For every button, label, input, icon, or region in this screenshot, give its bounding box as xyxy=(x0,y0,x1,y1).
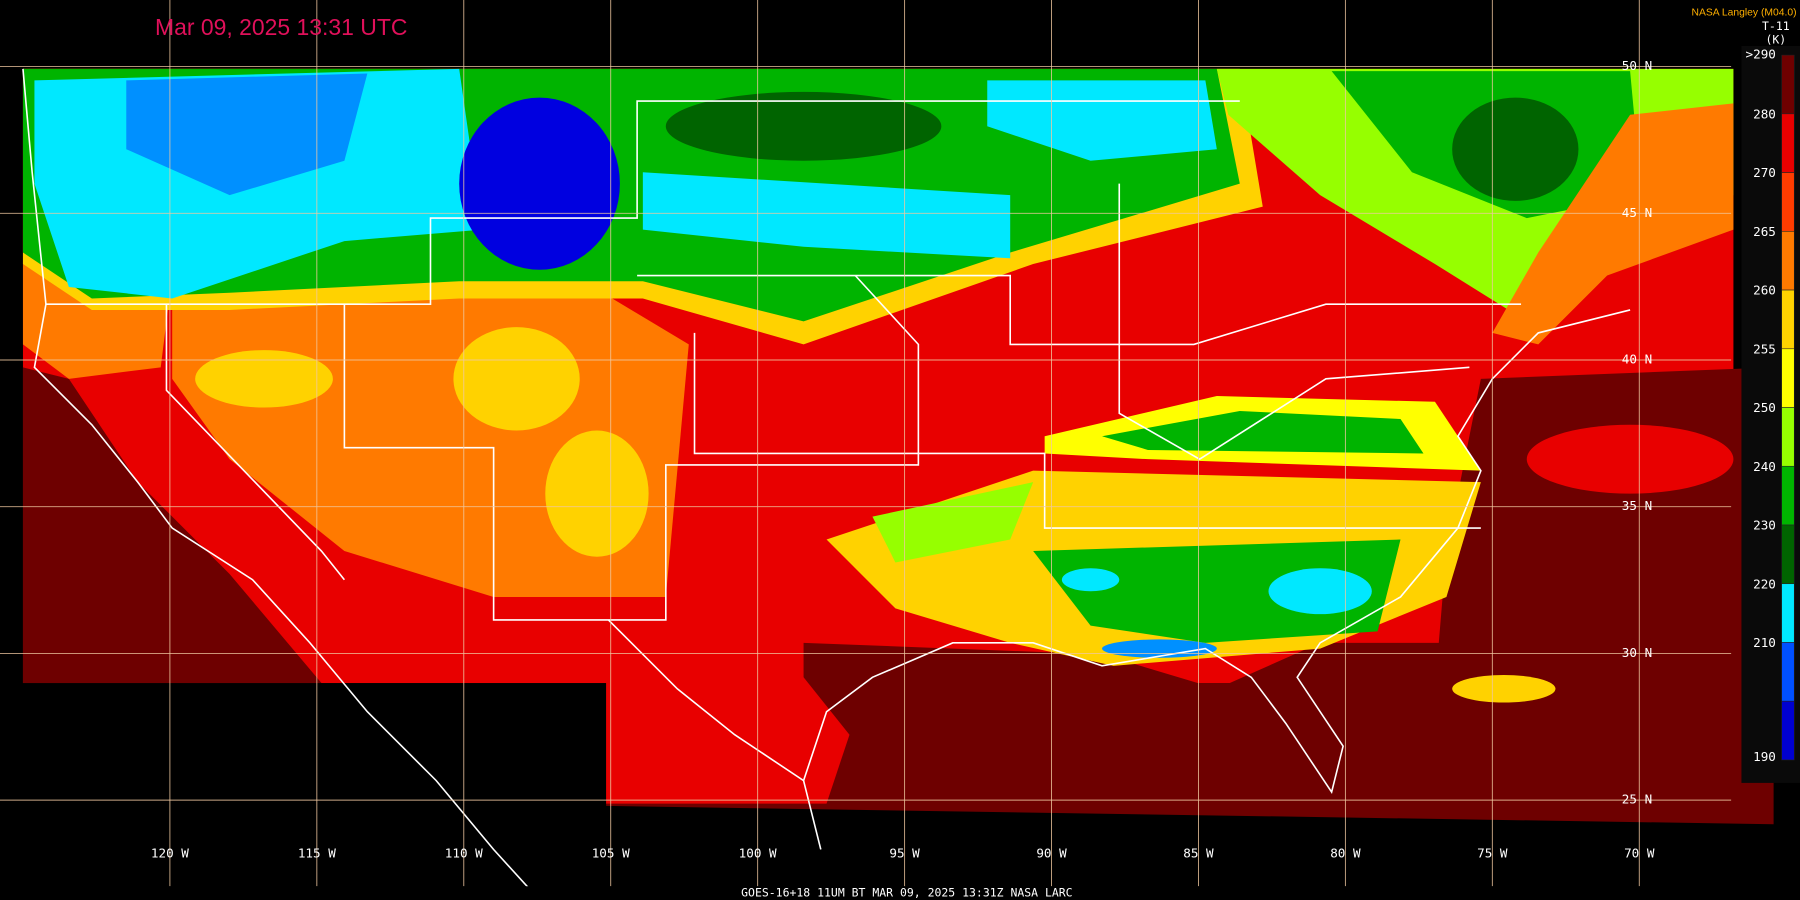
cloud-area xyxy=(545,430,649,557)
cloud-area xyxy=(1526,424,1734,494)
color-swatch xyxy=(1781,231,1795,291)
longitude-label: 100 W xyxy=(739,846,777,861)
state-line xyxy=(165,304,346,581)
cloud-area xyxy=(1061,568,1120,592)
cloud-area xyxy=(642,172,1011,259)
color-swatch xyxy=(1781,54,1795,115)
boundaries xyxy=(22,68,1631,900)
legend-label: 265 xyxy=(1753,224,1776,239)
warm-region xyxy=(803,642,1447,689)
color-swatch xyxy=(1781,642,1795,702)
color-swatch xyxy=(1781,407,1795,467)
coastline xyxy=(607,619,822,850)
cloud-area xyxy=(1102,410,1424,454)
color-swatch xyxy=(1781,113,1795,173)
latitude-label: 50 N xyxy=(1622,58,1652,73)
cloud-area xyxy=(872,482,1034,563)
state-line xyxy=(343,274,920,621)
longitude-label: 120 W xyxy=(151,846,189,861)
legend-label: 250 xyxy=(1753,400,1776,415)
longitude-label: 115 W xyxy=(298,846,336,861)
color-swatch xyxy=(1781,172,1795,232)
longitude-label: 110 W xyxy=(445,846,483,861)
cloud-area xyxy=(1033,539,1401,643)
cloud-area xyxy=(126,73,368,196)
longitude-label: 75 W xyxy=(1477,846,1508,861)
cloud-area xyxy=(1452,675,1556,703)
warm-region xyxy=(606,683,1774,825)
latitude-label: 25 N xyxy=(1622,792,1652,807)
state-line xyxy=(693,332,1481,529)
legend-label: 210 xyxy=(1753,635,1776,650)
graticule: 120 W 115 W 110 W 105 W 100 W 95 W 90 W 85 W 80 … xyxy=(0,0,1732,887)
state-line xyxy=(45,100,1240,306)
cloud-area xyxy=(1102,639,1217,658)
color-swatch xyxy=(1781,465,1795,526)
state-line xyxy=(637,274,1522,346)
legend-label: 270 xyxy=(1753,165,1776,180)
footer-band xyxy=(0,886,1800,900)
longitude-label: 90 W xyxy=(1036,846,1067,861)
longitude-label: 80 W xyxy=(1330,846,1361,861)
legend-label: 190 xyxy=(1753,749,1776,764)
coastline xyxy=(802,309,1631,795)
legend-label: 220 xyxy=(1753,576,1776,591)
cloud-area xyxy=(195,350,333,408)
legend-label: 240 xyxy=(1753,459,1776,474)
warm-region xyxy=(1434,367,1774,689)
legend-label: 280 xyxy=(1753,106,1776,121)
timestamp-title: Mar 09, 2025 13:31 UTC xyxy=(155,14,407,40)
latitude-label: 35 N xyxy=(1622,498,1652,513)
state-line xyxy=(1118,183,1470,461)
latitude-label: 45 N xyxy=(1622,205,1652,220)
legend-unit: (K) xyxy=(1766,33,1787,47)
latitude-label: 40 N xyxy=(1622,352,1652,367)
longitude-label: 85 W xyxy=(1183,846,1214,861)
footer-caption: GOES-16+18 11UM BT MAR 09, 2025 13:31Z N… xyxy=(741,886,1073,900)
warm-region xyxy=(606,677,850,804)
legend-label: 230 xyxy=(1753,518,1776,533)
legend-title: T-11 xyxy=(1762,19,1790,33)
longitude-label: 105 W xyxy=(592,846,630,861)
color-swatch xyxy=(1781,700,1795,761)
color-swatch xyxy=(1781,348,1795,408)
cloud-area xyxy=(1452,97,1579,201)
cloud-area xyxy=(1492,103,1734,345)
longitude-label: 70 W xyxy=(1624,846,1655,861)
imagery xyxy=(22,68,1774,825)
cloud-area xyxy=(665,91,942,161)
credit: NASA Langley (M04.0) xyxy=(1691,7,1796,18)
legend-label: >290 xyxy=(1746,47,1776,62)
longitude-label: 95 W xyxy=(889,846,920,861)
latitude-label: 30 N xyxy=(1622,645,1652,660)
color-swatch xyxy=(1781,583,1795,643)
warm-region xyxy=(22,367,322,684)
color-swatch xyxy=(1781,289,1795,350)
legend-label: 260 xyxy=(1753,283,1776,298)
color-bar: >290 280 270 265 260 255 250 240 230 220 210 190 xyxy=(1741,45,1800,783)
color-swatch xyxy=(1781,524,1795,585)
legend-label: 255 xyxy=(1753,341,1776,356)
cloud-area xyxy=(1268,568,1372,615)
cloud-area xyxy=(459,97,620,270)
cloud-area xyxy=(453,327,580,431)
